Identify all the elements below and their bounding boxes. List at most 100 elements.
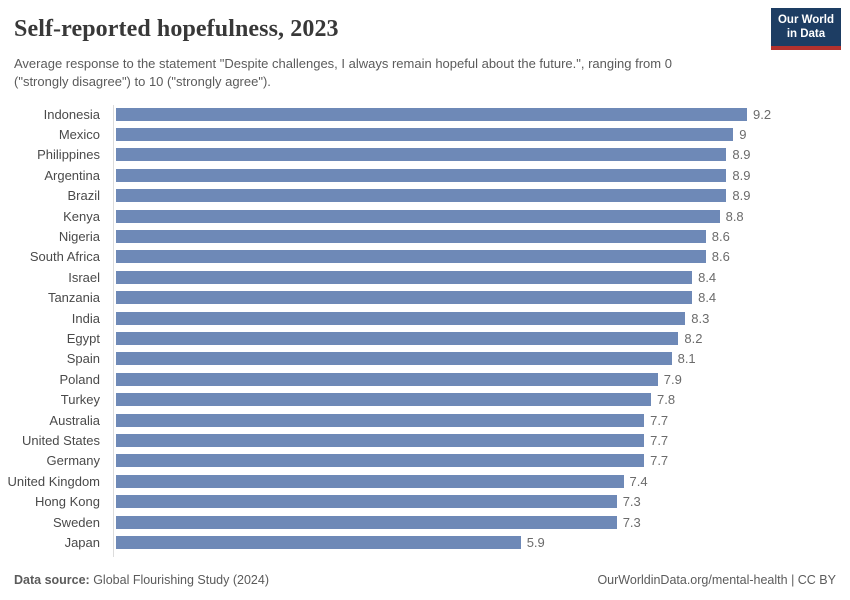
country-label[interactable]: United Kingdom (7, 473, 101, 489)
country-label[interactable]: Mexico (58, 127, 100, 143)
bar-row: Egypt 8.2 (0, 328, 850, 348)
bar-row: United States 7.7 (0, 430, 850, 450)
bar[interactable] (116, 209, 720, 223)
bar-row: Mexico 9 (0, 124, 850, 144)
value-label: 8.4 (698, 269, 717, 285)
bar[interactable] (116, 291, 693, 305)
bar[interactable] (116, 372, 658, 386)
country-label[interactable]: Kenya (63, 208, 100, 224)
bar-area: 5.9 (108, 535, 850, 550)
bar-area: 7.9 (108, 372, 850, 387)
owid-logo-line1: Our World (777, 14, 834, 26)
bar[interactable] (116, 331, 679, 345)
bar[interactable] (116, 311, 686, 325)
value-label: 7.3 (622, 514, 641, 530)
country-label[interactable]: Egypt (66, 330, 100, 346)
bar-row: United Kingdom 7.4 (0, 471, 850, 491)
country-label[interactable]: Sweden (53, 514, 100, 530)
value-label: 8.9 (732, 147, 751, 163)
bar-row: India 8.3 (0, 308, 850, 328)
bar-row: Nigeria 8.6 (0, 226, 850, 246)
country-label[interactable]: South Africa (29, 249, 100, 265)
bar[interactable] (116, 495, 617, 509)
attribution-link[interactable]: OurWorldinData.org/mental-health | CC BY (597, 573, 836, 587)
bar-row: Japan 5.9 (0, 532, 850, 552)
bar-area: 8.6 (108, 229, 850, 244)
country-label[interactable]: United States (21, 432, 100, 448)
value-label: 7.8 (657, 392, 676, 408)
bar[interactable] (116, 250, 706, 264)
bar-area: 9 (108, 127, 850, 142)
bar-row: Turkey 7.8 (0, 389, 850, 409)
bar[interactable] (116, 107, 747, 121)
value-label: 8.1 (677, 351, 696, 367)
bar[interactable] (116, 433, 645, 447)
bar-area: 7.7 (108, 433, 850, 448)
bar-area: 8.1 (108, 351, 850, 366)
bar-row: Sweden 7.3 (0, 512, 850, 532)
country-label[interactable]: Tanzania (47, 290, 100, 306)
bar-rows: Indonesia 9.2 Mexico 9 Philippines 8.9 Argenti… (0, 104, 850, 553)
bar-row: Spain 8.1 (0, 349, 850, 369)
bar-area: 8.9 (108, 147, 850, 162)
country-label[interactable]: India (71, 310, 100, 326)
value-label: 7.7 (650, 432, 669, 448)
value-label: 7.7 (650, 412, 669, 428)
bar[interactable] (116, 535, 521, 549)
country-label[interactable]: Indonesia (43, 106, 100, 122)
country-label[interactable]: Nigeria (58, 229, 100, 245)
chart-footer: Data source: Global Flourishing Study (2… (14, 573, 836, 587)
bar[interactable] (116, 413, 645, 427)
value-label: 9 (739, 127, 747, 143)
country-label[interactable]: Germany (46, 453, 100, 469)
bar[interactable] (116, 352, 672, 366)
bar-area: 8.8 (108, 209, 850, 224)
bar[interactable] (116, 270, 693, 284)
country-label[interactable]: Spain (66, 351, 100, 367)
value-label: 8.9 (732, 167, 751, 183)
bar-row: Argentina 8.9 (0, 165, 850, 185)
bar-area: 8.4 (108, 290, 850, 305)
chart-subtitle: Average response to the statement "Despi… (14, 56, 672, 89)
value-label: 9.2 (753, 106, 772, 122)
country-label[interactable]: Poland (59, 371, 100, 387)
bar[interactable] (116, 168, 727, 182)
country-label[interactable]: Australia (49, 412, 100, 428)
bar-row: Indonesia 9.2 (0, 104, 850, 124)
bar-area: 8.4 (108, 270, 850, 285)
value-label: 8.2 (684, 330, 703, 346)
bar-area: 8.9 (108, 168, 850, 183)
country-label[interactable]: Argentina (44, 167, 100, 183)
bar[interactable] (116, 148, 727, 162)
bar-chart: Indonesia 9.2 Mexico 9 Philippines 8.9 Argenti… (0, 104, 850, 560)
country-label[interactable]: Turkey (60, 392, 100, 408)
owid-logo[interactable]: Our World in Data (770, 8, 841, 51)
country-label[interactable]: Philippines (37, 147, 100, 163)
value-label: 8.8 (725, 208, 744, 224)
country-label[interactable]: Japan (64, 534, 100, 550)
bar-row: Kenya 8.8 (0, 206, 850, 226)
bar-area: 9.2 (108, 107, 850, 122)
bar[interactable] (116, 189, 727, 203)
bar-row: Israel 8.4 (0, 267, 850, 287)
value-label: 8.6 (711, 249, 730, 265)
owid-logo-line2: in Data (786, 27, 826, 40)
bar[interactable] (116, 230, 706, 244)
bar-area: 8.3 (108, 311, 850, 326)
bar[interactable] (116, 128, 734, 142)
bar[interactable] (116, 515, 617, 529)
country-label[interactable]: Israel (68, 269, 100, 285)
value-label: 7.7 (650, 453, 669, 469)
bar-row: Poland 7.9 (0, 369, 850, 389)
value-label: 7.3 (622, 494, 641, 510)
bar[interactable] (116, 454, 645, 468)
bar[interactable] (116, 474, 624, 488)
country-label[interactable]: Brazil (67, 188, 100, 204)
bar-area: 7.7 (108, 413, 850, 428)
bar-row: Tanzania 8.4 (0, 288, 850, 308)
bar[interactable] (116, 393, 651, 407)
data-source-value: Global Flourishing Study (2024) (89, 573, 269, 587)
country-label[interactable]: Hong Kong (34, 494, 100, 510)
value-label: 5.9 (526, 534, 545, 550)
bar-area: 7.3 (108, 494, 850, 509)
